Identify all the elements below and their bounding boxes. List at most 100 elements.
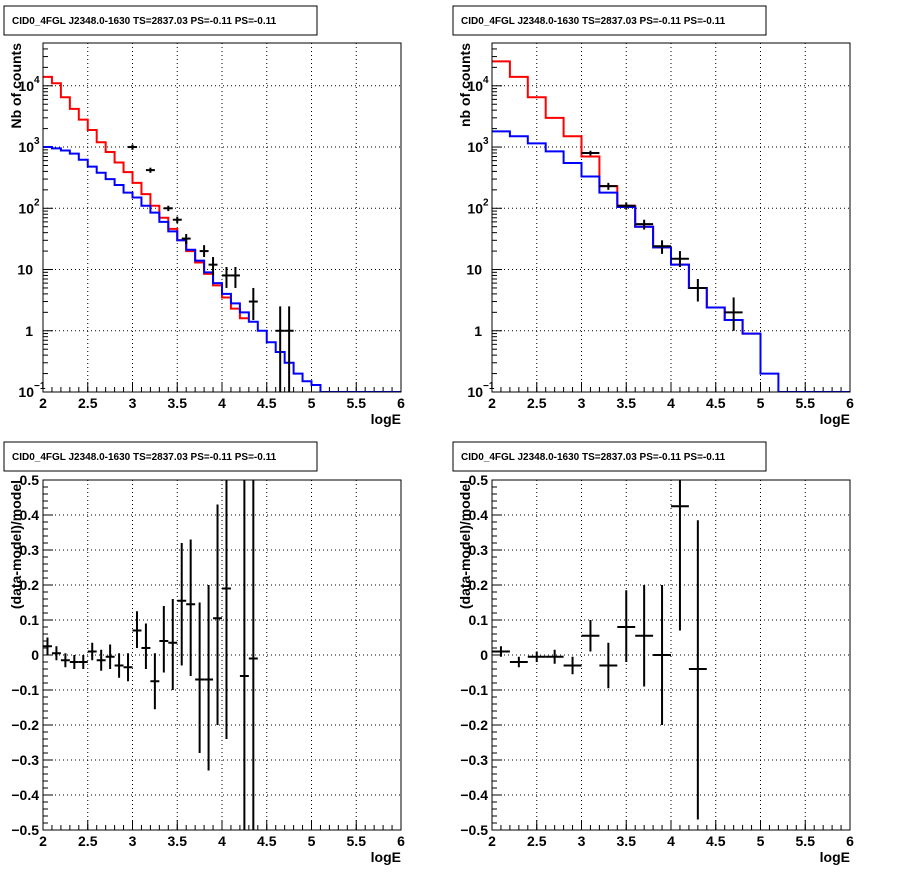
y-axis-title: nb of counts <box>457 43 473 127</box>
x-tick-label: 5 <box>308 833 316 849</box>
data-point <box>222 480 231 739</box>
x-tick-label: 6 <box>846 833 854 849</box>
panel-4-title-text: CID0_4FGL J2348.0-1630 TS=2837.03 PS=-0.… <box>461 452 726 463</box>
x-tick-label: 4 <box>218 395 226 411</box>
data-point <box>163 205 173 212</box>
plot-frame <box>42 479 402 831</box>
data-point <box>635 585 654 687</box>
y-tick-label: 10 <box>17 262 33 278</box>
x-tick-label: 2 <box>488 395 496 411</box>
x-tick-label: 4 <box>218 833 226 849</box>
x-axis-title: logE <box>820 411 850 427</box>
y-tick-label: −0.1 <box>460 682 488 698</box>
panel-1-title-text: CID0_4FGL J2348.0-1630 TS=2837.03 PS=-0.… <box>12 16 277 27</box>
y-tick-label: 10 <box>467 78 483 94</box>
x-axis-title: logE <box>820 849 850 865</box>
y-tick-label: −0.2 <box>460 717 488 733</box>
data-point <box>688 279 707 302</box>
y-tick-label: 0.3 <box>469 542 489 558</box>
y-tick-label: 0.4 <box>469 507 489 523</box>
data-point <box>527 651 546 662</box>
panel-1-title: CID0_4FGL J2348.0-1630 TS=2837.03 PS=-0.… <box>3 5 318 36</box>
y-tick-exponent: 4 <box>34 75 40 86</box>
y-tick-exponent: 2 <box>483 197 489 208</box>
x-tick-label: 5 <box>308 395 316 411</box>
y-tick-label: 10 <box>467 139 483 155</box>
x-tick-label: 4.5 <box>257 833 277 849</box>
y-tick-exponent: 2 <box>34 197 40 208</box>
y-tick-label: −0.1 <box>11 682 39 698</box>
series-layer <box>43 480 258 830</box>
y-tick-label: 10 <box>466 262 482 278</box>
data-point <box>168 599 178 690</box>
x-tick-label: 2 <box>39 395 47 411</box>
x-tick-label: 2 <box>39 833 47 849</box>
data-point <box>213 504 222 725</box>
y-tick-label: 1 <box>474 323 482 339</box>
x-tick-label: 3 <box>578 833 586 849</box>
data-point <box>60 653 70 668</box>
x-tick-label: 3 <box>129 833 137 849</box>
plot-frame <box>491 42 851 393</box>
y-tick-label: −0.5 <box>11 822 39 838</box>
data-point <box>51 646 61 661</box>
data-point <box>132 611 142 648</box>
y-tick-label: 10 <box>18 384 34 400</box>
x-tick-label: 4.5 <box>706 395 726 411</box>
data-point <box>199 245 209 258</box>
data-point <box>599 642 618 689</box>
x-tick-label: 3.5 <box>617 395 637 411</box>
x-tick-label: 2.5 <box>78 395 98 411</box>
data-point <box>87 642 97 661</box>
panel-3-title-text: CID0_4FGL J2348.0-1630 TS=2837.03 PS=-0.… <box>12 452 277 463</box>
x-tick-label: 3 <box>129 395 137 411</box>
x-tick-label: 5 <box>757 395 765 411</box>
plot-area <box>43 43 401 392</box>
y-tick-exponent: −1 <box>34 381 46 392</box>
data-point <box>114 653 124 678</box>
data-point <box>653 585 671 725</box>
data-point <box>671 480 689 631</box>
plot-area <box>492 43 850 392</box>
plot-frame <box>42 42 402 393</box>
y-tick-label: −0.5 <box>460 822 488 838</box>
data-point <box>239 480 249 830</box>
y-tick-label: −0.3 <box>460 752 488 768</box>
data-point <box>581 620 600 652</box>
series-layer <box>492 480 707 820</box>
data-point <box>688 520 707 820</box>
x-tick-label: 5.5 <box>796 833 816 849</box>
x-tick-label: 2.5 <box>527 395 547 411</box>
x-tick-label: 5.5 <box>347 395 367 411</box>
x-tick-label: 5.5 <box>347 833 367 849</box>
y-tick-label: 10 <box>467 384 483 400</box>
data-point <box>563 656 582 675</box>
data-point <box>141 623 151 669</box>
x-tick-label: 4.5 <box>257 395 277 411</box>
panel-2-title-text: CID0_4FGL J2348.0-1630 TS=2837.03 PS=-0.… <box>461 16 726 27</box>
data-point <box>204 585 214 771</box>
x-tick-label: 3 <box>578 395 586 411</box>
data-point <box>208 257 218 276</box>
y-tick-label: −0.4 <box>460 787 488 803</box>
y-axis-title: (data-model)/model <box>457 480 473 609</box>
data-point <box>105 644 115 669</box>
data-point <box>653 240 671 254</box>
data-point <box>128 144 137 150</box>
y-tick-label: 0.5 <box>469 472 489 488</box>
data-point <box>78 655 88 669</box>
data-point <box>195 602 205 753</box>
data-point <box>248 480 258 830</box>
x-tick-label: 5.5 <box>796 395 816 411</box>
series-layer <box>492 60 850 392</box>
x-tick-label: 6 <box>397 833 405 849</box>
data-point <box>96 649 106 671</box>
data-point <box>123 653 133 682</box>
data-point <box>222 266 231 288</box>
data-point <box>545 649 564 664</box>
y-tick-label: 0 <box>31 647 39 663</box>
data-point <box>617 590 636 662</box>
